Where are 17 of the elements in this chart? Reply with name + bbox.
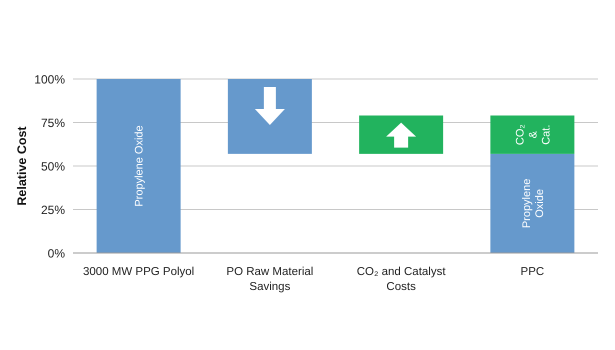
x-tick-label: PPC — [520, 266, 544, 278]
annotation: Propylene Oxide — [520, 178, 546, 228]
y-tick-label: 25% — [40, 202, 66, 217]
y-tick-label: 0% — [48, 246, 66, 260]
y-tick-label: 50% — [40, 159, 66, 174]
y-tick-label: 100% — [34, 72, 66, 86]
y-tick-label: 75% — [40, 116, 66, 130]
x-tick-label: CO₂ and Catalyst Costs — [356, 266, 446, 293]
annotation: Propylene Oxide — [134, 125, 146, 207]
bar — [228, 79, 312, 154]
y-axis-title: Relative Cost — [15, 126, 29, 206]
annotation: CO₂ & Cat. — [514, 124, 552, 146]
bar — [96, 79, 181, 253]
bar — [490, 154, 574, 253]
x-tick-label: PO Raw Material Savings — [226, 266, 314, 293]
x-tick-label: 3000 MW PPG Polyol — [83, 266, 194, 278]
bar — [490, 116, 574, 154]
